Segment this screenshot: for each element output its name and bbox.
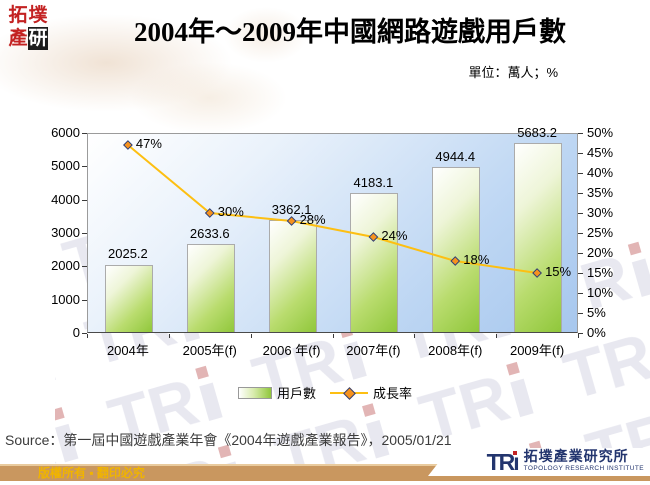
y-axis-right-label: 50% [587,125,614,140]
y-axis-left-label: 5000 [51,158,80,174]
page-title: 2004年～2009年中國網路遊戲用戶數 [134,17,566,47]
x-axis-tick [332,334,334,338]
chart-legend: 用戶數 成長率 [0,383,650,402]
y-axis-right-tick [578,273,583,274]
line-marker-diamond [123,140,133,150]
tri-corner-logo: 拓 墣 產 研 [8,4,48,50]
growth-line [123,140,542,278]
legend-item-users: 用戶數 [237,383,316,402]
growth-value-label: 28% [299,212,326,227]
tri-logo-text: TRı [486,448,520,475]
growth-value-label: 15% [545,264,572,279]
legend-label-growth: 成長率 [373,386,413,401]
source-citation: Source：第一屆中國遊戲產業年會《2004年遊戲產業報告》，2005/01/… [5,432,452,448]
y-axis-left-label: 1000 [51,291,80,307]
y-axis-left-tick [82,199,87,201]
growth-value-label: 18% [463,252,490,267]
y-axis-right-label: 25% [587,225,614,240]
y-axis-left-tick [82,166,87,168]
y-axis-left-label: 4000 [51,191,80,207]
y-axis-right-tick [578,253,583,254]
x-axis-tick [414,334,416,338]
y-axis-right-tick [578,133,583,134]
bar-value-label: 5683.2 [517,124,557,140]
x-axis-label: 2008年(f) [428,343,483,358]
x-axis-tick [496,334,498,338]
unit-label: 單位：萬人；% [468,65,558,80]
y-axis-right-tick [578,153,583,154]
x-axis-label: 2009年(f) [509,343,565,358]
y-axis-right-label: 45% [587,145,614,160]
x-axis-label: 2004年 [106,343,149,358]
line-marker-diamond [450,256,461,266]
y-axis-right-tick [578,173,583,174]
line-marker-diamond [532,268,542,278]
legend-item-growth: 成長率 [330,383,412,402]
legend-label-users: 用戶數 [276,386,316,401]
x-axis-tick [168,334,170,338]
y-axis-right-tick [578,293,583,294]
bar-value-label: 3362.1 [271,201,312,217]
logo-char: 產 [8,28,28,49]
y-axis-right-tick [578,333,583,334]
y-axis-right-tick [578,193,583,194]
org-name-chinese: 拓墣產業研究所 [523,450,629,466]
x-axis-label: 2007年(f) [346,343,401,358]
line-marker-diamond [368,232,379,242]
tri-logo-red-dot [512,450,517,455]
bar-value-label: 4944.4 [435,149,476,165]
x-axis-tick [578,334,579,338]
y-axis-right-label: 30% [587,205,614,220]
logo-char: 研 [28,27,48,50]
y-axis-left-label: 3000 [51,225,80,240]
x-axis-label: 2006 年(f) [262,343,321,358]
line-series-swatch [330,386,368,400]
x-axis-label: 2005年(f) [182,343,237,358]
y-axis-right-tick [578,233,583,234]
bar-value-label: 4183.1 [353,174,394,190]
line-marker-diamond [286,216,297,226]
copyright-notice: 版權所有 ▪ 翻印必究 [38,466,145,480]
growth-value-label: 47% [135,136,162,151]
y-axis-right-label: 10% [587,285,614,300]
logo-char: 拓 [8,5,28,26]
y-axis-right-tick [578,313,583,314]
tri-footer-logo: TRı 拓墣產業研究所 TOPOLOGY RESEARCH INSTITUTE [428,448,650,476]
y-axis-left-label: 2000 [51,258,80,274]
bar-series-swatch [237,386,272,399]
logo-char: 墣 [28,5,48,26]
org-name-english: TOPOLOGY RESEARCH INSTITUTE [523,465,644,473]
y-axis-right-label: 5% [587,305,606,320]
line-marker-diamond [204,208,215,218]
y-axis-left-label: 6000 [51,125,80,140]
y-axis-right-label: 20% [587,245,614,260]
x-axis-tick [87,334,88,338]
y-axis-right-label: 0% [587,325,606,340]
org-name-block: 拓墣產業研究所 TOPOLOGY RESEARCH INSTITUTE [524,451,644,473]
growth-value-label: 24% [381,228,408,243]
y-axis-right-label: 40% [587,165,614,180]
y-axis-left-tick [82,333,87,334]
y-axis-right-label: 35% [587,185,614,200]
growth-value-label: 30% [217,204,244,219]
x-axis-tick [250,334,252,338]
y-axis-left-label: 0 [72,325,80,340]
y-axis-right-label: 15% [587,265,614,280]
y-axis-right-tick [578,213,583,214]
